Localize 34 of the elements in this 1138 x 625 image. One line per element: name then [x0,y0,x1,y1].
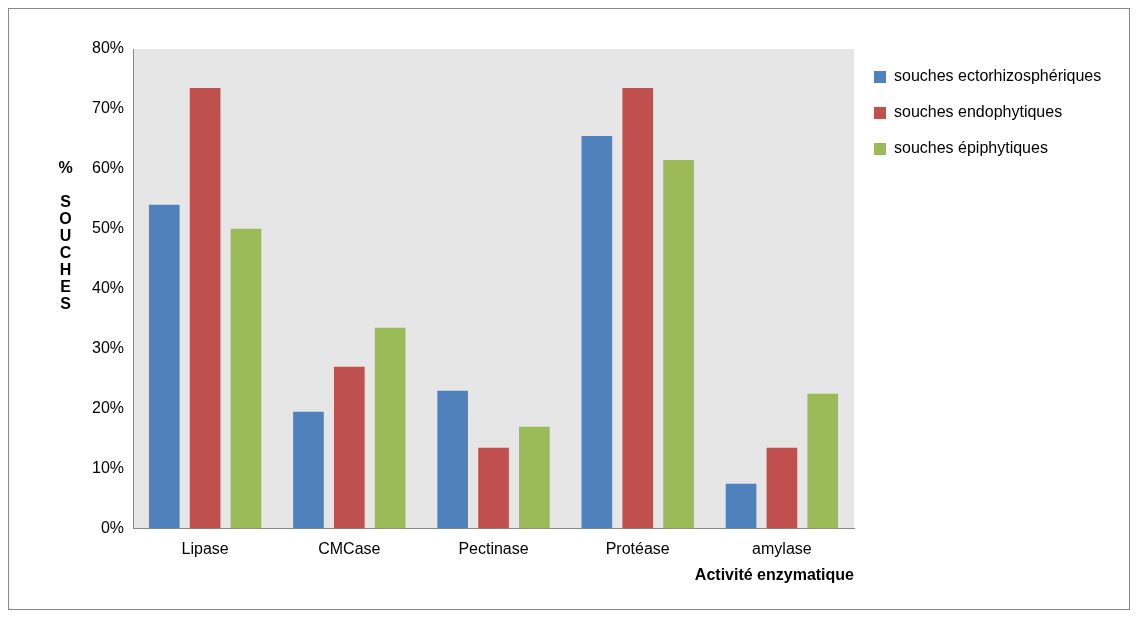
bar [519,426,550,529]
legend-label: souches épiphytiques [894,139,1048,157]
y-tick-label: 0% [100,519,125,537]
bar [478,447,509,529]
bar [725,483,757,529]
y-axis-title: % SOUCHES [57,159,74,312]
y-tick-label: 10% [91,459,125,477]
x-tick-label: Lipase [181,539,229,557]
bar [807,393,839,529]
y-tick-label: 60% [91,159,125,177]
x-tick-label: amylase [752,539,812,557]
bar [766,447,798,529]
y-tick-label: 80% [91,39,125,57]
legend-label: souches endophytiques [894,103,1063,121]
bar [230,228,262,529]
y-tick-label: 70% [91,99,125,117]
bar [293,411,324,529]
y-tick-label: 30% [91,339,125,357]
y-tick-label: 20% [91,399,125,417]
x-tick-label: Pectinase [458,539,529,557]
bar [437,390,468,529]
bar [189,87,221,529]
bar [663,159,694,529]
y-tick-label: 50% [91,219,125,237]
bar [622,87,654,529]
x-tick-label: Protéase [605,539,670,557]
bar [334,366,365,529]
x-axis-title: Activité enzymatique [694,565,855,583]
bar [581,135,613,529]
bar [374,327,406,529]
x-tick-label: CMCase [318,539,381,557]
bar [148,204,180,529]
y-tick-label: 40% [91,279,125,297]
legend-label: souches ectorhizosphériques [894,67,1102,85]
